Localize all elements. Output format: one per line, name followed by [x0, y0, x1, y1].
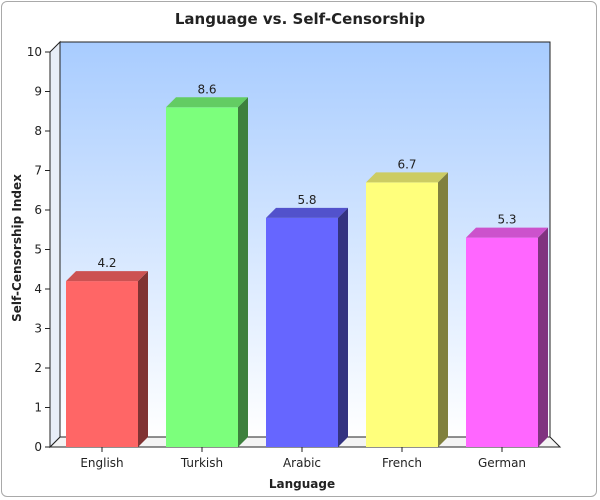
x-tick-label: English	[80, 456, 123, 470]
bar-arabic: 5.8	[266, 193, 348, 447]
bar-french: 6.7	[366, 157, 448, 447]
x-axis-label: Language	[269, 477, 335, 491]
x-tick-label: Turkish	[180, 456, 223, 470]
bar-front	[66, 281, 138, 447]
bar-side	[238, 97, 248, 448]
x-tick-label: Arabic	[283, 456, 321, 470]
bar-german: 5.3	[466, 213, 548, 447]
y-tick-label: 10	[27, 45, 42, 59]
bar-turkish: 8.6	[166, 82, 248, 448]
bar-top	[166, 97, 248, 108]
y-axis-ticks: 0 1 2 3 4 5 6 7 8 9 10	[27, 45, 50, 454]
y-tick-label: 2	[34, 361, 42, 375]
bar-value-label: 8.6	[197, 82, 216, 96]
bar-front	[466, 237, 538, 447]
chart-title: Language vs. Self-Censorship	[175, 10, 426, 28]
bar-top	[66, 271, 148, 282]
y-tick-label: 0	[34, 440, 42, 454]
bar-value-label: 6.7	[397, 157, 416, 171]
y-tick-label: 3	[34, 322, 42, 336]
x-axis-ticks: English Turkish Arabic French German	[80, 447, 526, 470]
plot-left-wall	[49, 40, 61, 449]
bar-front	[366, 182, 438, 447]
y-tick-label: 6	[34, 203, 42, 217]
x-tick-label: French	[382, 456, 422, 470]
y-tick-label: 8	[34, 124, 42, 138]
bar-value-label: 5.8	[297, 193, 316, 207]
bar-front	[266, 217, 338, 447]
y-tick-label: 7	[34, 164, 42, 178]
y-tick-label: 5	[34, 243, 42, 257]
bars: 4.2 8.6 5.8 6.7 5.3	[66, 82, 548, 448]
bar-side	[538, 227, 548, 447]
bar-top	[466, 227, 548, 238]
bar-value-label: 5.3	[497, 213, 516, 227]
y-tick-label: 9	[34, 85, 42, 99]
bar-front	[166, 107, 238, 448]
bar-side	[438, 172, 448, 447]
bar-side	[338, 207, 348, 447]
bar-value-label: 4.2	[97, 256, 116, 270]
x-tick-label: German	[478, 456, 526, 470]
bar-side	[138, 271, 148, 447]
bar-top	[266, 207, 348, 218]
bar-english: 4.2	[66, 256, 148, 447]
y-axis-label: Self-Censorship Index	[10, 174, 24, 322]
y-tick-label: 4	[34, 282, 42, 296]
bar-top	[366, 172, 448, 183]
y-tick-label: 1	[34, 401, 42, 415]
